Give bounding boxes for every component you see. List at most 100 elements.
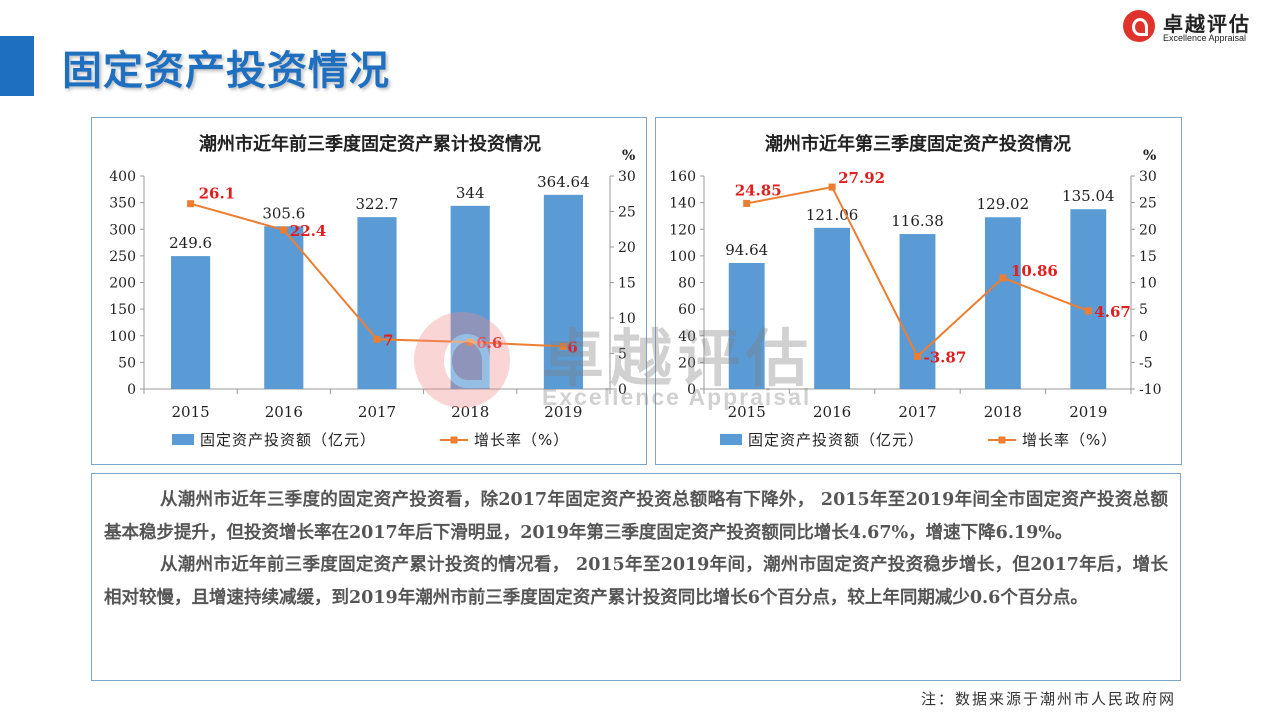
- chart-quarterly-investment: 潮州市近年第三季度固定资产投资情况%020406080100120140160-…: [669, 133, 1162, 449]
- bar-label-2016: 305.6: [262, 204, 305, 222]
- bar-label-2017: 322.7: [356, 195, 399, 213]
- left-axis-tick-label: 140: [669, 196, 696, 212]
- legend-line-marker: [998, 436, 1006, 444]
- chart-cumulative-investment: 潮州市近年前三季度固定资产累计投资情况%05010015020025030035…: [109, 133, 636, 449]
- bar-label-2015: 94.64: [725, 241, 768, 259]
- bar-2015: [171, 256, 211, 389]
- legend-line-label: 增长率（%）: [474, 431, 569, 449]
- right-axis-tick-label: 5: [1139, 302, 1148, 318]
- chart-panel-cumulative: 潮州市近年前三季度固定资产累计投资情况% 0 50 100 150 200 250 300 35…: [91, 117, 647, 465]
- analysis-text-box: 从潮州市近年三季度的固定资产投资看，除2017年固定资产投资总额略有下降外， 2…: [91, 473, 1181, 681]
- category-label-2015: 2015: [728, 403, 766, 421]
- bar-2019: [543, 194, 583, 389]
- bar-label-2018: 129.02: [977, 195, 1030, 213]
- brand-logo: 卓越评估 Excellence Appraisal: [1123, 6, 1268, 46]
- growth-point-2017: [914, 352, 921, 360]
- bar-2017: [357, 217, 397, 389]
- logo-text-cn: 卓越评估: [1163, 12, 1251, 36]
- right-axis-tick-label: 25: [1139, 196, 1157, 212]
- legend-bar-swatch: [720, 434, 742, 445]
- category-label-2019: 2019: [1069, 403, 1107, 421]
- left-axis-tick-label: 0: [127, 382, 136, 398]
- bar-label-2017: 116.38: [891, 212, 944, 230]
- analysis-paragraph-2: 从潮州市近年前三季度固定资产累计投资的情况看， 2015年至2019年间，潮州市…: [104, 555, 1168, 608]
- growth-point-2015: [187, 200, 195, 208]
- left-axis-tick-label: 20: [678, 355, 696, 371]
- bar-label-2018: 344: [456, 184, 485, 202]
- left-axis-tick-label: 150: [109, 302, 136, 318]
- legend-bar-swatch: [172, 434, 194, 445]
- right-axis-tick-label: -10: [1139, 382, 1162, 398]
- right-axis-unit: %: [622, 148, 635, 164]
- left-axis-tick-label: 300: [109, 222, 136, 238]
- title-accent-bar: [0, 36, 34, 96]
- left-axis-tick-label: 200: [109, 276, 136, 292]
- left-axis-tick-label: 0: [687, 382, 696, 398]
- category-label-2018: 2018: [984, 403, 1022, 421]
- chart-title: 潮州市近年前三季度固定资产累计投资情况: [199, 133, 541, 155]
- growth-point-2019: [559, 342, 567, 350]
- right-axis-tick-label: -5: [1139, 355, 1153, 371]
- growth-label-2017: -3.87: [924, 348, 967, 366]
- category-label-2017: 2017: [898, 403, 936, 421]
- category-label-2019: 2019: [544, 403, 582, 421]
- bar-2018: [984, 217, 1021, 389]
- category-label-2016: 2016: [265, 403, 303, 421]
- right-axis-tick-label: 20: [1139, 222, 1157, 238]
- bar-2019: [1070, 209, 1107, 389]
- category-label-2016: 2016: [813, 403, 851, 421]
- logo-mark-icon: [1123, 10, 1155, 42]
- right-axis-tick-label: 30: [1139, 169, 1157, 185]
- right-axis-tick-label: 15: [618, 276, 636, 292]
- right-axis-tick-label: 30: [618, 169, 636, 185]
- right-axis-tick-label: 20: [618, 240, 636, 256]
- left-axis-tick-label: 100: [669, 249, 696, 265]
- bar-2017: [899, 234, 936, 389]
- left-axis-tick-label: 250: [109, 249, 136, 265]
- left-axis-tick-label: 160: [669, 169, 696, 185]
- growth-label-2016: 27.92: [838, 169, 885, 187]
- growth-point-2016: [280, 226, 288, 234]
- growth-label-2015: 26.1: [199, 185, 236, 203]
- growth-label-2019: 6: [567, 338, 577, 356]
- chart-title: 潮州市近年第三季度固定资产投资情况: [765, 133, 1071, 155]
- chart-panel-quarterly: 潮州市近年第三季度固定资产投资情况% 0 20 40 60 80 100 120 140 160-…: [655, 117, 1182, 465]
- left-axis-tick-label: 50: [118, 355, 136, 371]
- legend-line-marker: [450, 436, 458, 444]
- left-axis-tick-label: 120: [669, 222, 696, 238]
- analysis-paragraph-1: 从潮州市近年三季度的固定资产投资看，除2017年固定资产投资总额略有下降外， 2…: [104, 490, 1168, 543]
- right-axis-tick-label: 25: [618, 205, 636, 221]
- bar-label-2019: 135.04: [1062, 187, 1115, 205]
- bar-2016: [264, 226, 304, 389]
- growth-point-2018: [466, 338, 474, 346]
- left-axis-tick-label: 60: [678, 302, 696, 318]
- logo-text-en: Excellence Appraisal: [1163, 33, 1247, 43]
- right-axis-tick-label: 0: [618, 382, 627, 398]
- right-axis-tick-label: 15: [1139, 249, 1157, 265]
- category-label-2015: 2015: [172, 403, 210, 421]
- right-axis-tick-label: 10: [1139, 276, 1157, 292]
- bar-label-2019: 364.64: [537, 173, 590, 191]
- legend-bar-label: 固定资产投资额（亿元）: [200, 431, 376, 449]
- bar-2018: [450, 205, 490, 389]
- bar-2015: [728, 263, 765, 389]
- right-axis-unit: %: [1143, 148, 1156, 164]
- legend-line-label: 增长率（%）: [1022, 431, 1117, 449]
- category-label-2018: 2018: [451, 403, 489, 421]
- growth-label-2017: 7: [383, 331, 393, 349]
- category-label-2017: 2017: [358, 403, 396, 421]
- growth-point-2019: [1084, 307, 1092, 315]
- left-axis-tick-label: 350: [109, 196, 136, 212]
- growth-point-2018: [999, 274, 1007, 282]
- growth-label-2015: 24.85: [735, 181, 782, 199]
- right-axis-tick-label: 10: [618, 311, 636, 327]
- page-title: 固定资产投资情况: [62, 48, 390, 94]
- bar-label-2016: 121.06: [806, 206, 859, 224]
- legend-bar-label: 固定资产投资额（亿元）: [748, 431, 924, 449]
- bar-2016: [814, 227, 851, 389]
- growth-point-2017: [373, 335, 381, 343]
- growth-label-2016: 22.4: [290, 222, 327, 240]
- growth-label-2019: 4.67: [1094, 303, 1131, 321]
- growth-label-2018: 10.86: [1011, 262, 1058, 280]
- right-axis-tick-label: 0: [1139, 329, 1148, 345]
